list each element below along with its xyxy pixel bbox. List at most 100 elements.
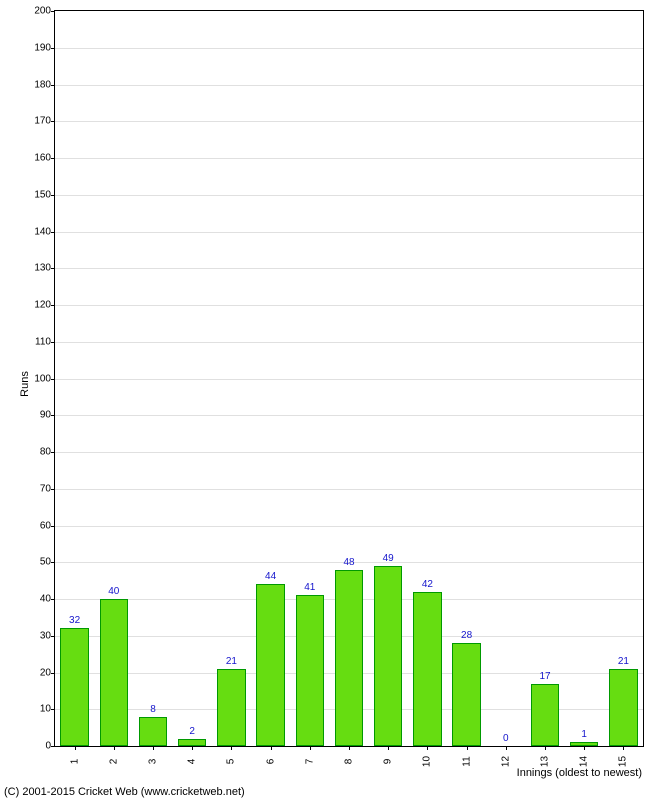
bar-value-label: 21 [618,656,629,667]
bar [100,599,128,746]
y-tick-mark [51,85,55,86]
y-tick-mark [51,636,55,637]
bar-value-label: 1 [581,729,587,740]
x-tick-mark [506,746,507,750]
gridline [55,121,643,122]
y-tick-mark [51,746,55,747]
y-tick-mark [51,305,55,306]
y-tick-mark [51,709,55,710]
y-tick-mark [51,48,55,49]
y-tick-label: 40 [40,594,51,605]
y-tick-label: 50 [40,557,51,568]
plot-area: 0102030405060708090100110120130140150160… [54,10,644,747]
y-tick-mark [51,452,55,453]
y-tick-mark [51,268,55,269]
x-tick-mark [467,746,468,750]
x-tick-mark [153,746,154,750]
y-tick-label: 90 [40,410,51,421]
x-tick-mark [75,746,76,750]
gridline [55,379,643,380]
x-tick-label: 7 [304,759,315,765]
x-tick-mark [271,746,272,750]
y-tick-mark [51,379,55,380]
x-tick-label: 6 [265,759,276,765]
y-tick-label: 30 [40,630,51,641]
bar [178,739,206,746]
y-tick-label: 140 [34,226,51,237]
y-tick-mark [51,195,55,196]
x-tick-mark [231,746,232,750]
y-tick-label: 180 [34,79,51,90]
x-tick-label: 2 [108,759,119,765]
y-tick-label: 60 [40,520,51,531]
x-tick-mark [427,746,428,750]
x-tick-label: 15 [618,756,629,767]
y-tick-label: 130 [34,263,51,274]
bar-value-label: 0 [503,733,509,744]
x-tick-mark [114,746,115,750]
x-tick-mark [388,746,389,750]
y-tick-mark [51,599,55,600]
y-tick-mark [51,526,55,527]
x-tick-label: 5 [226,759,237,765]
gridline [55,268,643,269]
bar [256,584,284,746]
y-tick-mark [51,342,55,343]
y-tick-mark [51,415,55,416]
y-tick-label: 20 [40,667,51,678]
gridline [55,305,643,306]
y-tick-mark [51,232,55,233]
x-tick-label: 10 [422,756,433,767]
bar-value-label: 21 [226,656,237,667]
y-tick-label: 170 [34,116,51,127]
bar [217,669,245,746]
gridline [55,342,643,343]
gridline [55,195,643,196]
bar-value-label: 48 [343,557,354,568]
y-tick-mark [51,673,55,674]
chart-container: 0102030405060708090100110120130140150160… [0,0,650,800]
bar-value-label: 49 [383,553,394,564]
bar [374,566,402,746]
y-tick-mark [51,562,55,563]
bar [60,628,88,746]
x-tick-label: 3 [148,759,159,765]
y-tick-label: 190 [34,42,51,53]
x-tick-mark [584,746,585,750]
gridline [55,158,643,159]
y-tick-mark [51,489,55,490]
x-tick-mark [349,746,350,750]
y-tick-mark [51,11,55,12]
bar-value-label: 2 [189,726,195,737]
gridline [55,48,643,49]
x-tick-mark [310,746,311,750]
x-tick-label: 13 [540,756,551,767]
copyright-text: (C) 2001-2015 Cricket Web (www.cricketwe… [4,786,245,798]
bar-value-label: 44 [265,571,276,582]
x-tick-label: 14 [579,756,590,767]
bar-value-label: 32 [69,615,80,626]
x-tick-label: 9 [383,759,394,765]
bar-value-label: 41 [304,582,315,593]
bar [531,684,559,746]
x-tick-mark [545,746,546,750]
gridline [55,415,643,416]
gridline [55,526,643,527]
x-tick-mark [192,746,193,750]
x-tick-label: 11 [461,756,472,766]
bar [413,592,441,746]
gridline [55,489,643,490]
bar [609,669,637,746]
bar [139,717,167,746]
y-tick-label: 100 [34,373,51,384]
y-tick-label: 120 [34,300,51,311]
gridline [55,452,643,453]
bar-value-label: 42 [422,579,433,590]
gridline [55,232,643,233]
x-tick-label: 1 [69,759,80,765]
bar-value-label: 40 [108,586,119,597]
y-tick-label: 70 [40,483,51,494]
x-tick-label: 4 [187,759,198,765]
bar-value-label: 28 [461,630,472,641]
bar [296,595,324,746]
